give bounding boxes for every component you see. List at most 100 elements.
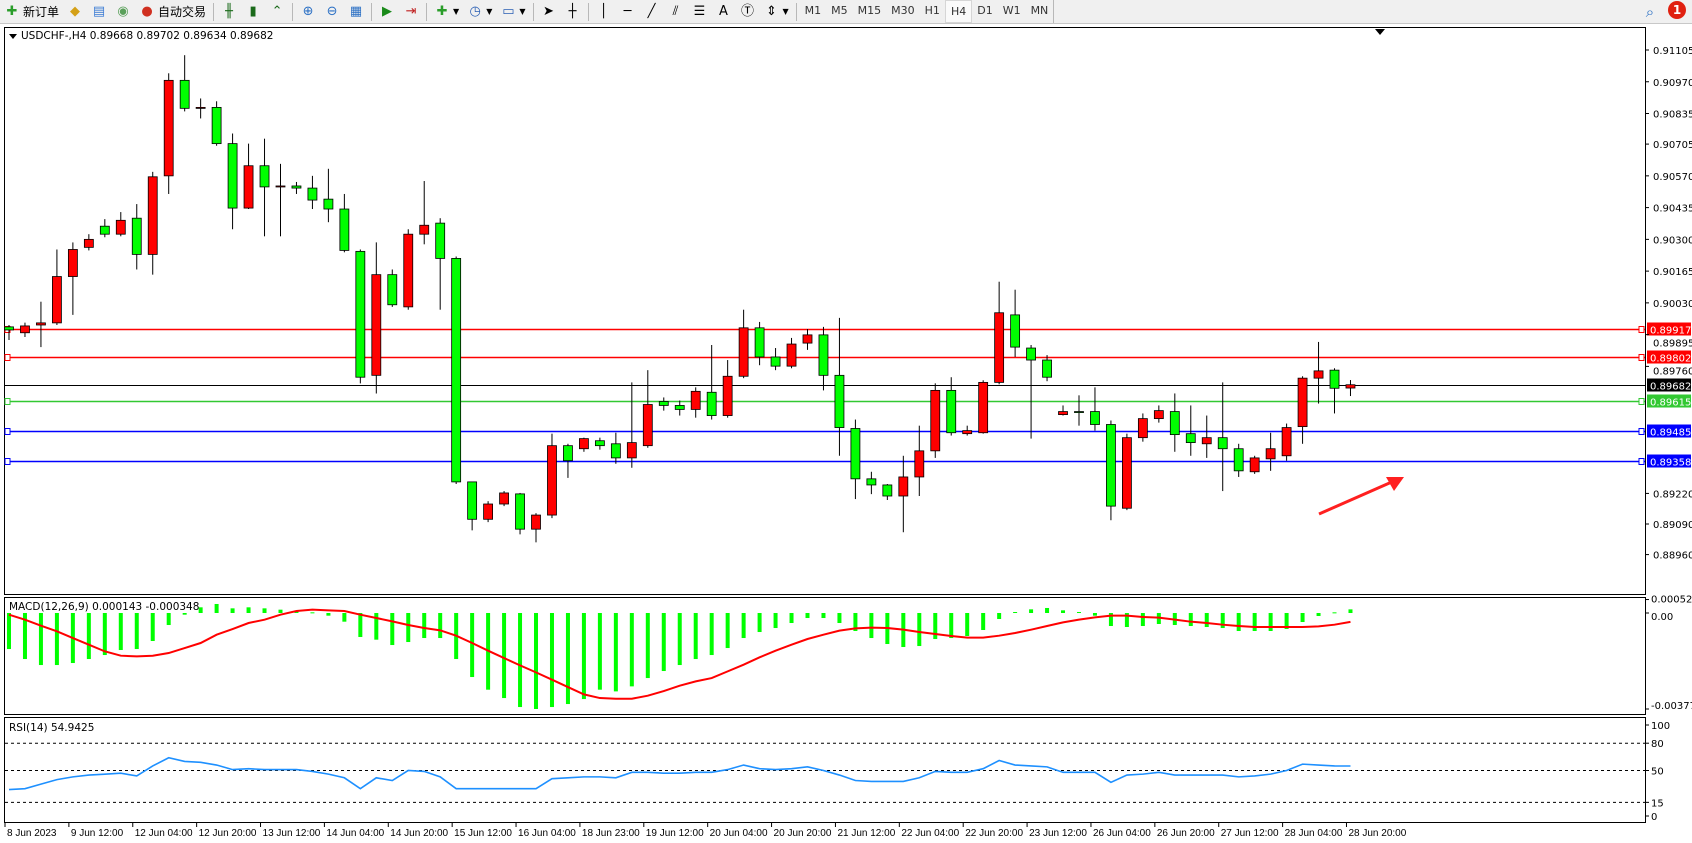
text-button[interactable]: A: [712, 1, 736, 22]
level-anchor-handle[interactable]: [1638, 428, 1645, 435]
crosshair-button[interactable]: ┼: [561, 1, 585, 22]
candle: [291, 181, 302, 194]
level-anchor-handle[interactable]: [1638, 354, 1645, 361]
candle: [83, 234, 94, 251]
candle-body: [930, 389, 941, 452]
level-anchor-handle[interactable]: [1638, 458, 1645, 465]
candle-body: [563, 445, 573, 462]
candle-body: [1042, 359, 1052, 378]
candle: [1010, 289, 1021, 357]
macd-histogram-bar: [1252, 613, 1257, 631]
timeframe-mn[interactable]: MN: [1030, 4, 1049, 17]
macd-histogram-bar: [1348, 609, 1353, 613]
level-anchor-handle[interactable]: [4, 354, 11, 361]
trendline-button[interactable]: ╱: [640, 1, 664, 22]
timeframe-m5[interactable]: M5: [831, 4, 848, 17]
candlestick-button[interactable]: ▮: [241, 1, 265, 22]
macd-histogram-bar: [1220, 613, 1225, 629]
timeframe-m30[interactable]: M30: [891, 4, 915, 17]
candle-body: [179, 79, 190, 109]
candle-body: [1345, 384, 1356, 389]
bar-chart-button[interactable]: ╫: [217, 1, 241, 22]
timeframe-d1[interactable]: D1: [977, 4, 993, 17]
equidistant-channel-button[interactable]: ⫽: [664, 1, 688, 22]
level-lines: 0.89917 0.89802 0.89682 0.89615 0.89485 0.893…: [4, 322, 1691, 469]
dropdown-arrow-icon: ▼: [519, 7, 526, 16]
terminal-button[interactable]: ▤: [87, 1, 111, 22]
header-dropdown-icon[interactable]: [9, 34, 17, 39]
level-anchor-handle[interactable]: [1638, 326, 1645, 333]
candle: [163, 73, 174, 194]
expert-folder-icon: ◆: [70, 3, 81, 19]
candle: [754, 321, 765, 366]
macd-histogram-bar: [470, 613, 475, 678]
chart-header: USDCHF-,H4 0.89668 0.89702 0.89634 0.896…: [21, 30, 273, 42]
arrow-shaft: [1318, 479, 1395, 516]
horizontal-level-line[interactable]: 0.89358: [4, 454, 1691, 469]
signal-button[interactable]: ◉: [111, 1, 135, 22]
horizontal-line-button[interactable]: ─: [616, 1, 640, 22]
price-tick-label: 0.90705: [1653, 140, 1692, 151]
autoscroll-button[interactable]: ▶: [375, 1, 399, 22]
macd-histogram-bar: [150, 613, 155, 642]
templates-button[interactable]: ▭ ▼: [496, 1, 529, 22]
timeframe-m15[interactable]: M15: [857, 4, 882, 17]
periods-button[interactable]: ◷ ▼: [463, 1, 496, 22]
horizontal-level-line[interactable]: 0.89682: [5, 378, 1691, 393]
rsi-label: RSI(14) 54.9425: [9, 722, 94, 734]
candle-body: [962, 430, 973, 435]
time-tick-label: 22 Jun 04:00: [901, 828, 959, 839]
zoom-out-button[interactable]: ⊖: [320, 1, 344, 22]
macd-histogram-bar: [166, 613, 171, 626]
tile-windows-button[interactable]: ▦: [344, 1, 368, 22]
macd-histogram-bar: [1268, 613, 1273, 631]
vertical-line-button[interactable]: │: [592, 1, 616, 22]
candle: [882, 484, 893, 501]
level-price-label: 0.89917: [1650, 326, 1691, 337]
indicators-button[interactable]: ✚ ▼: [430, 1, 463, 22]
line-chart-button[interactable]: ⌃: [265, 1, 289, 22]
vertical-line-icon: │: [599, 3, 608, 19]
candle: [962, 425, 973, 436]
fibonacci-button[interactable]: ☰: [688, 1, 712, 22]
candle-body: [371, 274, 382, 376]
candle: [547, 433, 557, 519]
candle-body: [547, 445, 557, 516]
macd-histogram-bar: [1013, 612, 1018, 614]
auto-trading-button[interactable]: ● 自动交易: [135, 1, 210, 22]
trend-arrow[interactable]: [1318, 477, 1404, 516]
macd-histogram-bar: [773, 613, 778, 629]
candle-body: [1074, 411, 1084, 413]
level-anchor-handle[interactable]: [4, 458, 11, 465]
candle-body: [1026, 347, 1036, 361]
level-anchor-handle[interactable]: [4, 398, 11, 405]
macd-histogram-bar: [534, 613, 539, 709]
arrows-button[interactable]: ⇕ ▼: [760, 1, 793, 22]
new-order-button[interactable]: ✚ 新订单: [0, 1, 63, 22]
level-anchor-handle[interactable]: [1638, 398, 1645, 405]
horizontal-level-line[interactable]: 0.89615: [4, 394, 1691, 409]
timeframe-m1[interactable]: M1: [804, 4, 822, 17]
timeframe-h1[interactable]: H1: [924, 4, 940, 17]
horizontal-level-line[interactable]: 0.89485: [4, 424, 1691, 439]
timeframe-w1[interactable]: W1: [1002, 4, 1021, 17]
time-tick-label: 16 Jun 04:00: [518, 828, 576, 839]
level-anchor-handle[interactable]: [4, 428, 11, 435]
expert-folder-button[interactable]: ◆: [63, 1, 87, 22]
candle: [1169, 393, 1180, 452]
chart-shift-marker-icon[interactable]: [1375, 29, 1385, 35]
candle-body: [994, 312, 1005, 383]
text-label-button[interactable]: Ⓣ: [736, 1, 760, 22]
search-button[interactable]: ⌕: [1638, 1, 1662, 22]
candle-body: [1058, 411, 1068, 416]
chart-shift-button[interactable]: ⇥: [399, 1, 423, 22]
macd-histogram-bar: [230, 608, 235, 613]
timeframe-h4[interactable]: H4: [944, 0, 973, 23]
macd-histogram-bar: [390, 613, 395, 646]
zoom-in-button[interactable]: ⊕: [296, 1, 320, 22]
time-tick-label: 26 Jun 20:00: [1157, 828, 1215, 839]
macd-histogram-bar: [629, 613, 634, 687]
cursor-button[interactable]: ➤: [537, 1, 561, 22]
notification-badge[interactable]: 1: [1668, 1, 1686, 19]
